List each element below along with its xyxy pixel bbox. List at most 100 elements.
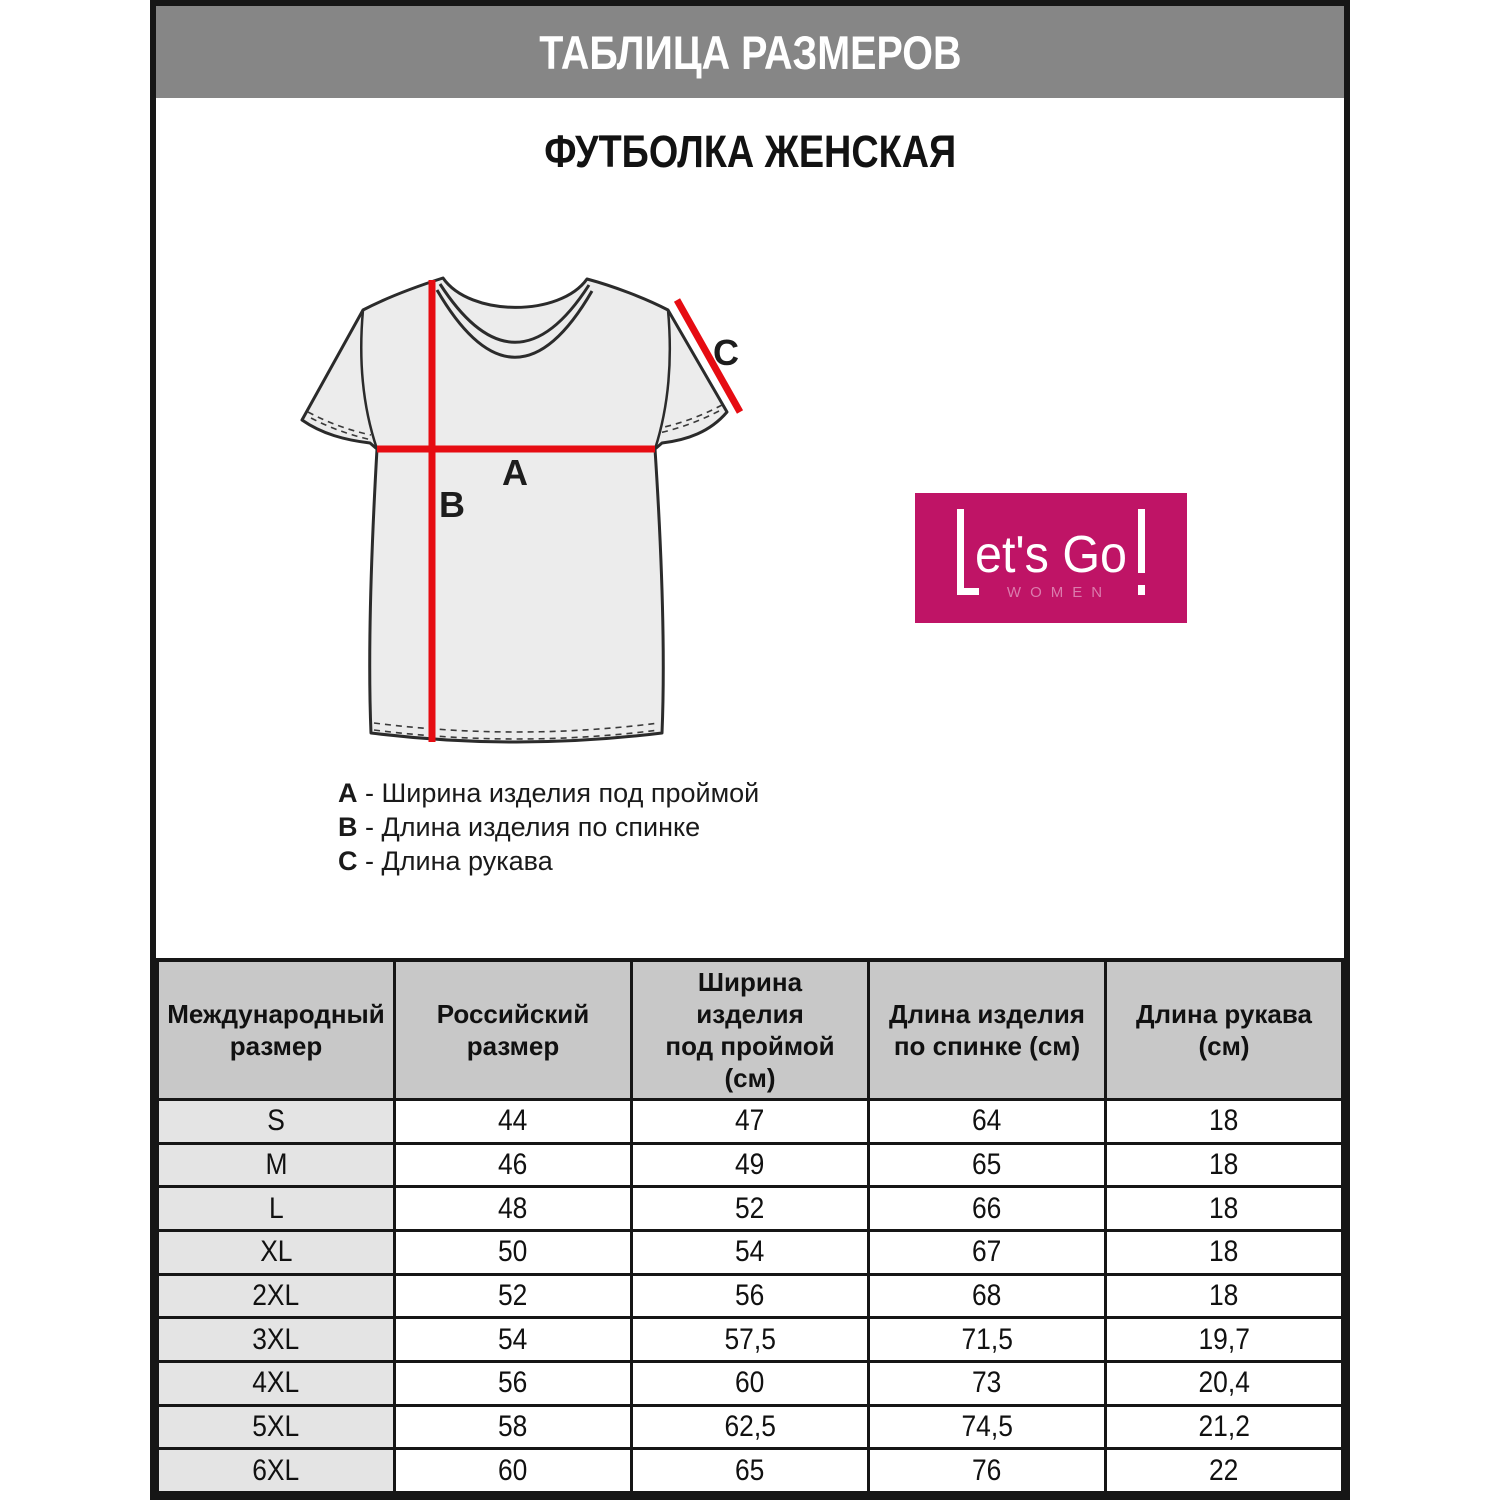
- size-table-header-row: Международный размер Российский размер Шир…: [156, 958, 1344, 1101]
- legend-text: - Длина рукава: [357, 846, 553, 876]
- cell-international-size: 5XL: [156, 1403, 396, 1451]
- cell-text: 65: [735, 1453, 765, 1487]
- collar-band-inner: [435, 289, 594, 359]
- cell-value: 60: [630, 1359, 870, 1407]
- cell-text: L: [268, 1191, 284, 1225]
- table-row: M 46 49 65 18: [156, 1141, 1344, 1189]
- legend-item: B - Длина изделия по спинке: [338, 810, 759, 844]
- cell-text: 62,5: [724, 1409, 776, 1443]
- cell-international-size: 4XL: [156, 1359, 396, 1407]
- cell-text: M: [265, 1147, 287, 1181]
- table-row: XL 50 54 67 18: [156, 1228, 1344, 1276]
- table-row: 5XL 58 62,5 74,5 21,2: [156, 1403, 1344, 1451]
- armhole-seam-right: [653, 309, 672, 450]
- size-table-wrap: Международный размер Российский размер Шир…: [156, 958, 1344, 1494]
- cell-value: 68: [867, 1272, 1107, 1320]
- cell-text: 21,2: [1198, 1409, 1250, 1443]
- cell-value: 19,7: [1104, 1316, 1344, 1363]
- cell-text: 58: [498, 1409, 528, 1443]
- column-header: Длина изделия по спинке (см): [867, 958, 1107, 1101]
- legend-item: C - Длина рукава: [338, 844, 759, 878]
- logo-letter-L: [957, 509, 979, 595]
- cell-value: 71,5: [867, 1316, 1107, 1363]
- cell-value: 18: [1104, 1141, 1344, 1189]
- cell-text: 2XL: [252, 1278, 300, 1312]
- cell-value: 58: [393, 1403, 633, 1451]
- cell-text: 64: [972, 1104, 1002, 1138]
- cell-international-size: L: [156, 1185, 396, 1232]
- cell-value: 60: [393, 1447, 633, 1494]
- cell-value: 20,4: [1104, 1359, 1344, 1407]
- cell-value: 67: [867, 1228, 1107, 1276]
- product-title: ФУТБОЛКА ЖЕНСКАЯ: [544, 126, 956, 177]
- cell-international-size: 2XL: [156, 1272, 396, 1320]
- brand-logo: et's Go WOMEN: [915, 493, 1187, 623]
- cell-value: 46: [393, 1141, 633, 1189]
- cell-text: 76: [972, 1453, 1002, 1487]
- cell-international-size: 6XL: [156, 1447, 396, 1494]
- cell-text: 50: [498, 1235, 528, 1269]
- cell-value: 48: [393, 1185, 633, 1232]
- cell-text: 46: [498, 1147, 528, 1181]
- cell-value: 64: [867, 1098, 1107, 1145]
- cell-text: 66: [972, 1191, 1002, 1225]
- cell-value: 56: [630, 1272, 870, 1320]
- measure-labels: A B C: [439, 332, 739, 525]
- armhole-seam-left: [360, 309, 379, 450]
- cell-international-size: 3XL: [156, 1316, 396, 1363]
- column-header: Российский размер: [393, 958, 633, 1101]
- cell-text: 71,5: [961, 1322, 1013, 1356]
- legend-item: A - Ширина изделия под проймой: [338, 776, 759, 810]
- cell-text: 18: [1209, 1278, 1239, 1312]
- logo-exclamation: [1138, 509, 1145, 595]
- cell-value: 74,5: [867, 1403, 1107, 1451]
- cell-text: 67: [972, 1235, 1002, 1269]
- logo-sub-text: WOMEN: [1007, 584, 1111, 601]
- cell-text: 18: [1209, 1235, 1239, 1269]
- cell-value: 73: [867, 1359, 1107, 1407]
- cell-text: 44: [498, 1104, 528, 1138]
- cell-value: 56: [393, 1359, 633, 1407]
- tshirt-measurement-diagram: A B C: [300, 276, 744, 744]
- cell-text: 65: [972, 1147, 1002, 1181]
- cell-value: 22: [1104, 1447, 1344, 1494]
- table-row: L 48 52 66 18: [156, 1185, 1344, 1232]
- cell-value: 62,5: [630, 1403, 870, 1451]
- cell-international-size: XL: [156, 1228, 396, 1276]
- cell-text: 56: [735, 1278, 765, 1312]
- cell-value: 18: [1104, 1098, 1344, 1145]
- cell-text: 18: [1209, 1191, 1239, 1225]
- cell-value: 47: [630, 1098, 870, 1145]
- cell-text: 60: [498, 1453, 528, 1487]
- cell-text: 57,5: [724, 1322, 776, 1356]
- cell-value: 50: [393, 1228, 633, 1276]
- legend-key: A: [338, 778, 358, 808]
- cell-value: 76: [867, 1447, 1107, 1494]
- stitch-lines: [307, 404, 723, 740]
- cell-value: 52: [630, 1185, 870, 1232]
- table-row: 3XL 54 57,5 71,5 19,7: [156, 1316, 1344, 1363]
- cell-text: 20,4: [1198, 1366, 1250, 1400]
- cell-value: 66: [867, 1185, 1107, 1232]
- cell-text: 6XL: [252, 1453, 300, 1487]
- label-A: A: [502, 452, 528, 493]
- cell-value: 54: [393, 1316, 633, 1363]
- cell-text: 73: [972, 1366, 1002, 1400]
- legend-text: - Ширина изделия под проймой: [357, 778, 760, 808]
- column-header: Международный размер: [156, 958, 396, 1101]
- measurement-lines: [377, 280, 744, 742]
- document-title: ТАБЛИЦА РАЗМЕРОВ: [538, 25, 962, 79]
- column-header: Длина рукава (см): [1104, 958, 1344, 1101]
- legend-text: - Длина изделия по спинке: [357, 812, 701, 842]
- product-title-wrap: ФУТБОЛКА ЖЕНСКАЯ: [156, 126, 1344, 178]
- cell-text: 18: [1209, 1104, 1239, 1138]
- cell-text: 5XL: [252, 1409, 300, 1443]
- cell-text: 4XL: [252, 1366, 300, 1400]
- cell-value: 44: [393, 1098, 633, 1145]
- measure-line-C: [673, 298, 744, 414]
- cell-value: 18: [1104, 1228, 1344, 1276]
- cell-text: 60: [735, 1366, 765, 1400]
- size-chart-sheet: ТАБЛИЦА РАЗМЕРОВ ФУТБОЛКА ЖЕНСКАЯ: [150, 0, 1350, 1500]
- table-row: 4XL 56 60 73 20,4: [156, 1359, 1344, 1407]
- label-B: B: [439, 484, 465, 525]
